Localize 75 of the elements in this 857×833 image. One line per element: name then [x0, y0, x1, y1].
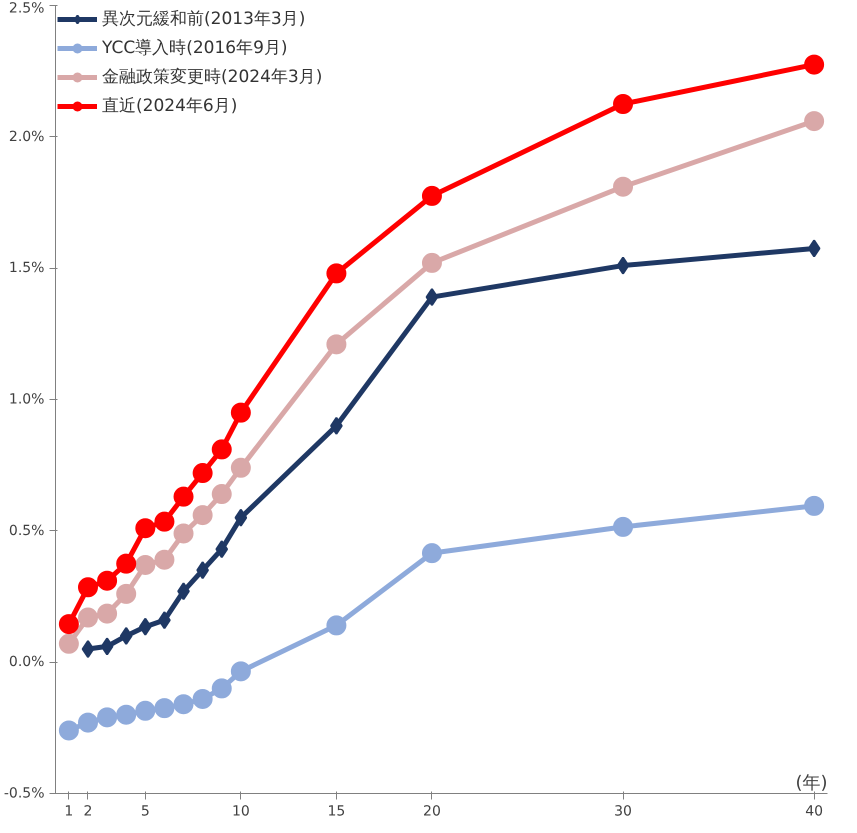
point [97, 604, 118, 624]
point [234, 508, 248, 527]
point [154, 512, 174, 532]
point [422, 252, 442, 273]
x-tick-label: 40 [805, 804, 824, 820]
x-tick-label: 15 [327, 804, 346, 820]
x-axis-title: (年) [795, 772, 828, 794]
point [212, 678, 232, 698]
point [174, 486, 194, 507]
point [158, 611, 171, 630]
y-tick-label: -0.5% [4, 786, 45, 802]
point [138, 618, 152, 636]
point [58, 614, 79, 634]
point [82, 640, 94, 658]
y-tick-label: 0.0% [8, 654, 45, 670]
point [326, 263, 346, 284]
x-tick-label: 20 [423, 804, 441, 820]
point [212, 484, 232, 504]
y-tick-label: 2.0% [8, 128, 45, 145]
point [135, 700, 156, 721]
point [116, 554, 136, 574]
point [177, 582, 190, 600]
point [58, 720, 79, 740]
x-tick-label: 10 [232, 804, 250, 820]
point [613, 94, 634, 114]
y-tick-label: 1.5% [8, 260, 45, 276]
x-tick-label: 30 [614, 804, 632, 820]
point [192, 463, 213, 484]
point [116, 584, 136, 604]
point [135, 555, 156, 575]
point [426, 288, 438, 306]
point [100, 637, 114, 656]
point [230, 402, 251, 423]
point [196, 561, 209, 580]
point [120, 626, 133, 645]
point [174, 523, 194, 544]
point [58, 634, 79, 654]
point [116, 704, 136, 725]
x-tick-label: 1 [64, 804, 74, 820]
point [613, 176, 634, 197]
point [212, 439, 232, 460]
legend-label: 異次元緩和前(2013年3月) [102, 8, 306, 30]
point [230, 458, 251, 478]
point [808, 239, 820, 258]
point [192, 505, 213, 526]
point [422, 186, 442, 206]
point [154, 550, 174, 570]
point [78, 608, 98, 628]
y-tick-label: 1.0% [8, 392, 45, 408]
x-tick-label: 5 [140, 804, 150, 820]
point [330, 416, 343, 435]
point [326, 615, 346, 636]
point [174, 694, 194, 714]
point [616, 256, 630, 275]
point [154, 698, 174, 718]
point [804, 496, 824, 516]
point [422, 543, 442, 564]
y-tick-label: 2.5% [8, 0, 45, 16]
legend-label: 直近(2024年6月) [102, 95, 238, 117]
y-tick-label: 0.5% [8, 522, 45, 539]
point [804, 111, 824, 132]
point [215, 540, 228, 558]
point [78, 577, 98, 598]
point [613, 516, 634, 537]
point [78, 712, 98, 733]
legend-label: YCC導入時(2016年9月) [102, 37, 288, 59]
x-tick-label: 2 [84, 804, 92, 820]
point [97, 570, 118, 591]
point [135, 518, 156, 538]
point [326, 334, 346, 354]
point [804, 54, 824, 75]
point [192, 688, 213, 709]
legend-label: 金融政策変更時(2024年3月) [102, 66, 322, 88]
point [97, 707, 118, 728]
point [230, 661, 251, 682]
